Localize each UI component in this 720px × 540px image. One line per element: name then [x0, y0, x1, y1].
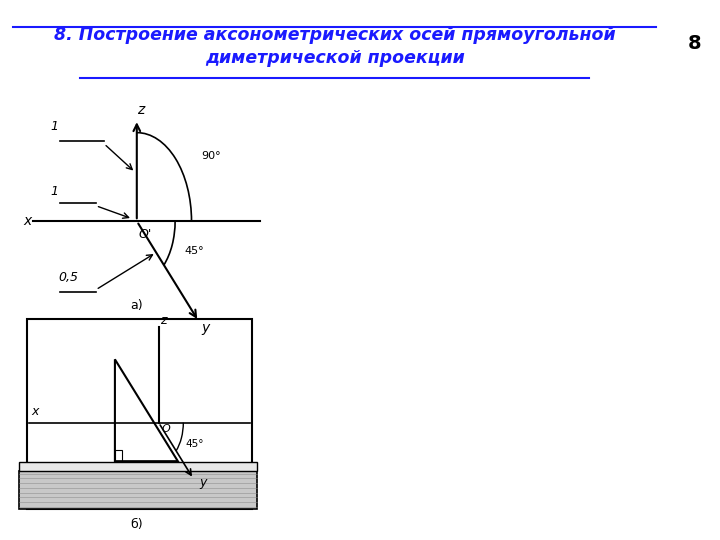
Bar [27, 319, 252, 509]
Text: 1: 1 [50, 120, 59, 133]
Polygon shape [115, 359, 178, 461]
Text: O': O' [138, 228, 152, 241]
Bar [19, 462, 257, 471]
Text: y: y [202, 321, 210, 335]
Text: 3.  В  косоугольной  фронтальной
диметрической   проекции,   или,
сокращено  фро: 3. В косоугольной фронтальной диметричес… [296, 111, 589, 416]
Bar [19, 471, 257, 509]
Text: 45°: 45° [184, 246, 204, 256]
Text: 1: 1 [50, 185, 59, 198]
Text: z: z [138, 103, 145, 117]
Text: y: y [199, 476, 207, 489]
Bar [115, 450, 122, 461]
Text: z: z [160, 314, 166, 327]
Text: O: O [162, 424, 171, 434]
Text: x: x [23, 214, 32, 228]
Text: 8. Построение аксонометрических осей прямоугольной
диметрической проекции: 8. Построение аксонометрических осей пря… [54, 26, 616, 68]
Text: x: x [32, 404, 39, 417]
Text: 45°: 45° [185, 439, 204, 449]
Text: 90°: 90° [201, 151, 220, 161]
Text: 8: 8 [688, 34, 701, 53]
Text: а): а) [130, 299, 143, 312]
Text: б): б) [130, 518, 143, 531]
Text: 0,5: 0,5 [58, 271, 78, 284]
